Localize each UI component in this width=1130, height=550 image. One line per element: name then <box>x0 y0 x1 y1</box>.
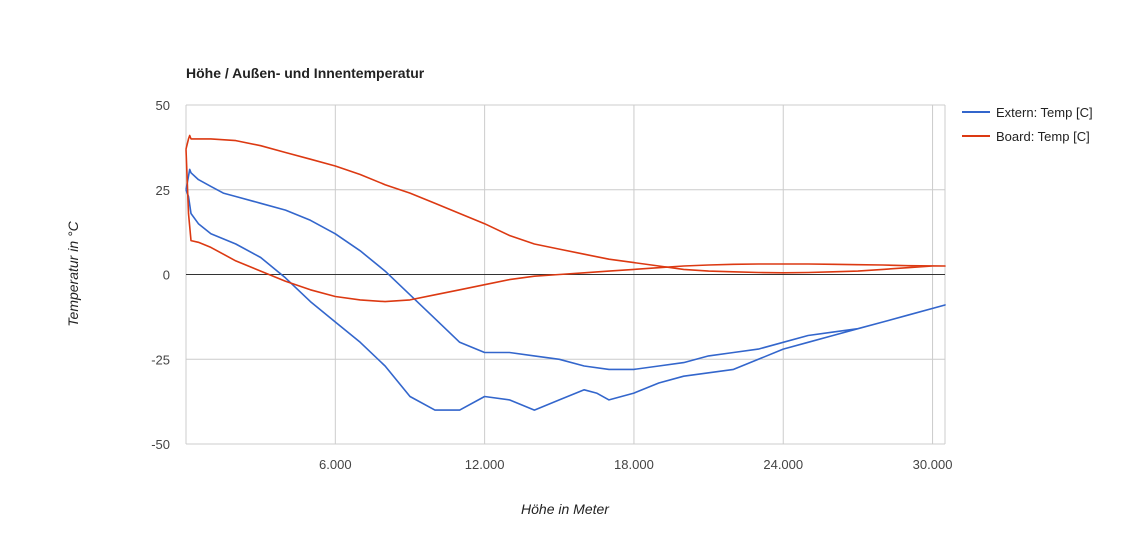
x-tick-label: 6.000 <box>319 457 352 472</box>
y-tick-label: -50 <box>151 437 170 452</box>
legend-label: Extern: Temp [C] <box>996 105 1093 120</box>
y-tick-labels: 50 25 0 -25 -50 <box>151 98 170 452</box>
x-tick-labels: 6.000 12.000 18.000 24.000 30.000 <box>319 457 952 472</box>
y-tick-label: 25 <box>156 183 170 198</box>
series-line-board <box>185 134 946 303</box>
series-line-extern <box>185 168 946 411</box>
x-tick-label: 18.000 <box>614 457 654 472</box>
grid-layer <box>185 104 946 445</box>
y-tick-label: 50 <box>156 98 170 113</box>
x-axis-label: Höhe in Meter <box>521 501 610 517</box>
x-tick-label: 24.000 <box>763 457 803 472</box>
x-tick-label: 30.000 <box>913 457 953 472</box>
chart-title: Höhe / Außen- und Innentemperatur <box>186 65 425 81</box>
legend: Extern: Temp [C] Board: Temp [C] <box>962 105 1093 144</box>
y-axis-label: Temperatur in °C <box>65 220 81 326</box>
series-layer <box>185 134 946 411</box>
legend-label: Board: Temp [C] <box>996 129 1090 144</box>
y-tick-label: 0 <box>163 268 170 283</box>
y-tick-label: -25 <box>151 352 170 367</box>
x-tick-label: 12.000 <box>465 457 505 472</box>
